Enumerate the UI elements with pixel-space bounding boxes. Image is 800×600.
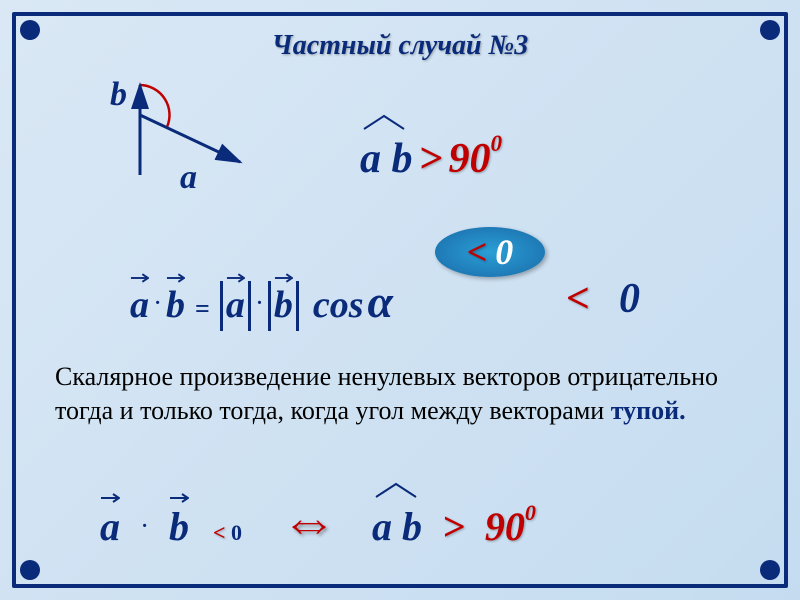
vector-arrow-icon [166, 273, 185, 283]
angle-ab-symbol: a b [372, 503, 422, 550]
angle-greater-expression: a b > 900 [360, 135, 502, 183]
vector-arrow-icon [274, 273, 293, 283]
slide-title: Частный случай №3 [0, 30, 800, 62]
vector-b-label: b [110, 80, 127, 113]
vec-a: a [100, 503, 120, 550]
vec-b: b [169, 503, 189, 550]
angle-hat-icon [374, 481, 418, 499]
angle-vars: a b [360, 136, 413, 182]
angle-ab-symbol: a b [360, 135, 413, 183]
corner-dot [760, 560, 780, 580]
dot-operator: · [155, 292, 160, 315]
negative-highlight-oval: < 0 [435, 227, 545, 277]
vector-arrow-icon [130, 273, 149, 283]
result-less-than-zero: < 0 [566, 275, 640, 323]
statement-emphasis: тупой. [611, 396, 686, 425]
small-lt: < 0 [213, 520, 242, 546]
zero-value: 0 [619, 276, 640, 322]
vec-a: a [130, 283, 149, 327]
vector-a-arrow [140, 115, 240, 162]
vector-a-label: a [180, 159, 197, 196]
equals-sign: = [195, 294, 210, 324]
vector-arrow-icon [169, 493, 189, 503]
corner-dot [20, 560, 40, 580]
iff-symbol: ⇔ [281, 490, 337, 554]
gt-operator: > [419, 135, 443, 183]
angle-90: 900 [448, 135, 502, 183]
zero-value: 0 [495, 231, 513, 273]
dot-operator: · [257, 292, 262, 315]
alpha-symbol: α [367, 275, 392, 328]
vector-arrow-icon [226, 273, 245, 283]
vector-arrow-icon [100, 493, 120, 503]
magnitude-b: b [268, 283, 299, 327]
magnitude-a: a [220, 283, 251, 327]
gt-operator: > [442, 503, 465, 550]
iff-conclusion: a · b < 0 ⇔ a b > 900 [100, 490, 536, 554]
vector-angle-diagram: b a [80, 80, 260, 220]
angle-hat-icon [362, 113, 406, 131]
cos-text: cos [313, 283, 364, 327]
dot-operator: · [142, 515, 147, 538]
lt-operator: < [566, 276, 590, 322]
dot-product-formula: a · b = a · b cos α [130, 275, 393, 328]
vec-b: b [166, 283, 185, 327]
angle-90: 900 [485, 503, 536, 550]
theorem-statement: Скалярное произведение ненулевых векторо… [55, 360, 745, 428]
lt-operator: < [467, 231, 488, 273]
